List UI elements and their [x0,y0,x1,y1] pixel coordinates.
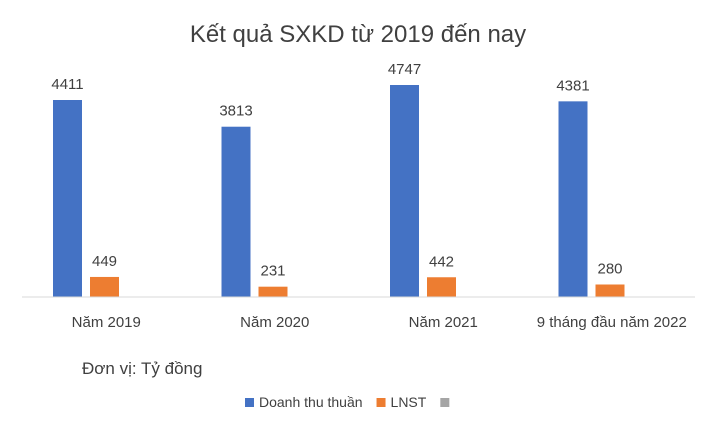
unit-note: Đơn vị: Tỷ đồng [82,359,202,378]
bars-group [53,85,625,297]
bar-revenue-3 [558,101,588,297]
data-label-profit-3: 280 [597,260,622,277]
legend-label-0: Doanh thu thuần [259,394,363,410]
bar-profit-1 [258,286,288,297]
bar-revenue-1 [221,126,251,297]
legend-swatch-0 [245,398,254,407]
data-label-revenue-0: 4411 [51,76,83,93]
category-labels-group: Năm 2019 Năm 2020 Năm 2021 9 tháng đầu năm … [72,314,687,331]
data-label-profit-1: 231 [260,263,285,280]
bar-revenue-0 [53,100,82,297]
data-label-revenue-3: 4381 [556,77,589,94]
data-label-revenue-2: 4747 [388,61,421,78]
bar-profit-3 [595,284,625,297]
bar-profit-2 [427,277,456,297]
data-label-revenue-1: 3813 [219,103,252,120]
category-label-0: Năm 2019 [72,314,141,331]
category-label-3: 9 tháng đầu năm 2022 [537,314,687,331]
chart-title: Kết quả SXKD từ 2019 đến nay [190,21,526,48]
legend-swatch-1 [376,398,386,407]
data-label-profit-2: 442 [429,253,454,270]
legend-swatch-2 [440,398,450,407]
legend-label-1: LNST [391,394,427,410]
category-label-1: Năm 2020 [240,314,309,331]
data-label-profit-0: 449 [92,253,117,270]
legend: Doanh thu thuần LNST [245,394,450,410]
bar-revenue-2 [390,85,419,297]
bar-profit-0 [90,276,119,297]
category-label-2: Năm 2021 [409,314,478,331]
data-labels-group: 4411 449 3813 231 4747 442 4381 280 [51,61,622,280]
